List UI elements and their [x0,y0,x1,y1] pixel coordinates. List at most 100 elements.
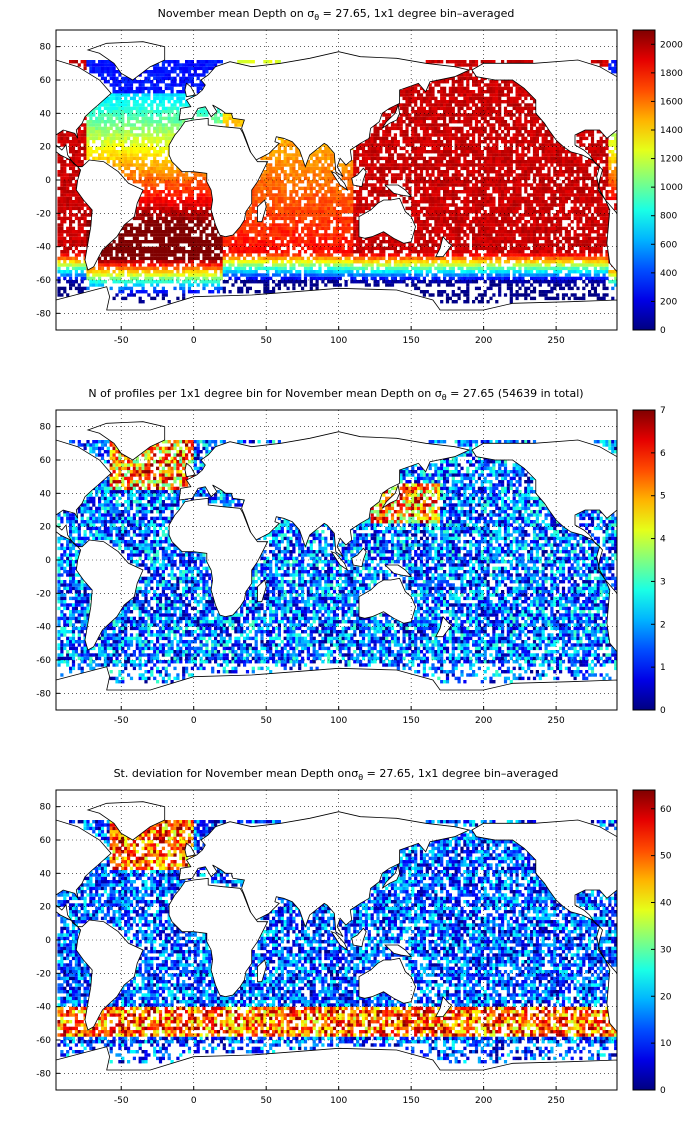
grid-cell [124,76,128,81]
grid-cell [199,203,203,207]
grid-cell [335,246,339,251]
grid-cell [411,280,415,284]
grid-cell [280,230,284,234]
grid-cell [150,233,154,237]
grid-cell [153,206,157,211]
grid-cell [83,253,87,257]
grid-cell [129,230,134,234]
grid-cell [144,233,148,237]
grid-cell [414,113,418,117]
grid-cell [77,226,81,231]
grid-cell [225,273,229,277]
grid-cell [330,163,334,167]
grid-cell [286,180,290,184]
grid-cell [277,163,281,167]
grid-cell [214,260,218,264]
grid-cell [338,270,342,274]
grid-cell [280,163,284,167]
grid-cell [69,203,73,207]
grid-cell [292,176,296,181]
grid-cell [445,103,450,107]
grid-cell [205,66,209,71]
grid-cell [445,126,450,131]
grid-cell [251,210,255,214]
grid-cell [272,240,276,244]
grid-cell [98,133,102,137]
grid-cell [312,160,316,164]
grid-cell [63,213,67,217]
grid-cell [182,226,186,231]
grid-cell [454,223,458,227]
grid-cell [289,276,293,281]
grid-cell [443,263,447,267]
grid-cell [286,223,290,227]
grid-cell [80,243,84,247]
grid-cell [448,130,452,134]
grid-cell [153,160,157,164]
grid-cell [156,200,160,204]
grid-cell [330,256,334,261]
grid-cell [147,226,151,231]
grid-cell [327,280,331,284]
grid-cell [214,280,218,284]
grid-cell [405,156,409,161]
grid-cell [454,166,458,171]
grid-cell [129,163,134,167]
grid-cell [100,270,105,274]
grid-cell [376,270,380,274]
grid-cell [150,116,154,121]
grid-cell [153,66,157,71]
grid-cell [167,110,171,114]
grid-cell [263,173,267,177]
grid-cell [243,263,247,267]
grid-cell [129,90,134,94]
grid-cell [417,203,421,207]
grid-cell [214,266,218,271]
grid-cell [379,136,383,141]
grid-cell [292,210,296,214]
grid-cell [428,240,432,244]
grid-cell [269,173,273,177]
grid-cell [341,243,345,247]
grid-cell [170,276,174,281]
grid-cell [399,246,403,251]
grid-cell [69,60,73,64]
grid-cell [344,196,348,201]
grid-cell [338,226,342,231]
grid-cell [367,156,371,161]
grid-cell [431,140,435,144]
grid-cell [98,270,102,274]
grid-cell [396,280,400,284]
grid-cell [179,223,183,227]
grid-cell [361,203,366,207]
grid-cell [457,240,461,244]
grid-cell [112,70,116,74]
grid-cell [124,86,128,91]
grid-cell [156,113,160,117]
grid-cell [445,283,450,287]
grid-cell [428,110,432,114]
grid-cell [448,283,452,287]
grid-cell [272,263,276,267]
grid-cell [161,196,165,201]
grid-cell [118,126,122,131]
grid-cell [158,66,163,71]
grid-cell [457,293,461,297]
grid-cell [164,180,168,184]
grid-cell [385,273,389,277]
grid-cell [350,233,354,237]
grid-cell [289,206,293,211]
grid-cell [121,266,125,271]
grid-cell [318,166,322,171]
grid-cell [454,173,458,177]
grid-cell [419,126,424,131]
grid-cell [208,260,212,264]
grid-cell [66,186,70,191]
grid-cell [338,276,342,281]
grid-cell [237,60,241,64]
grid-cell [402,106,406,111]
grid-cell [298,240,302,244]
grid-cell [364,200,368,204]
grid-cell [254,220,258,224]
grid-cell [228,256,232,261]
